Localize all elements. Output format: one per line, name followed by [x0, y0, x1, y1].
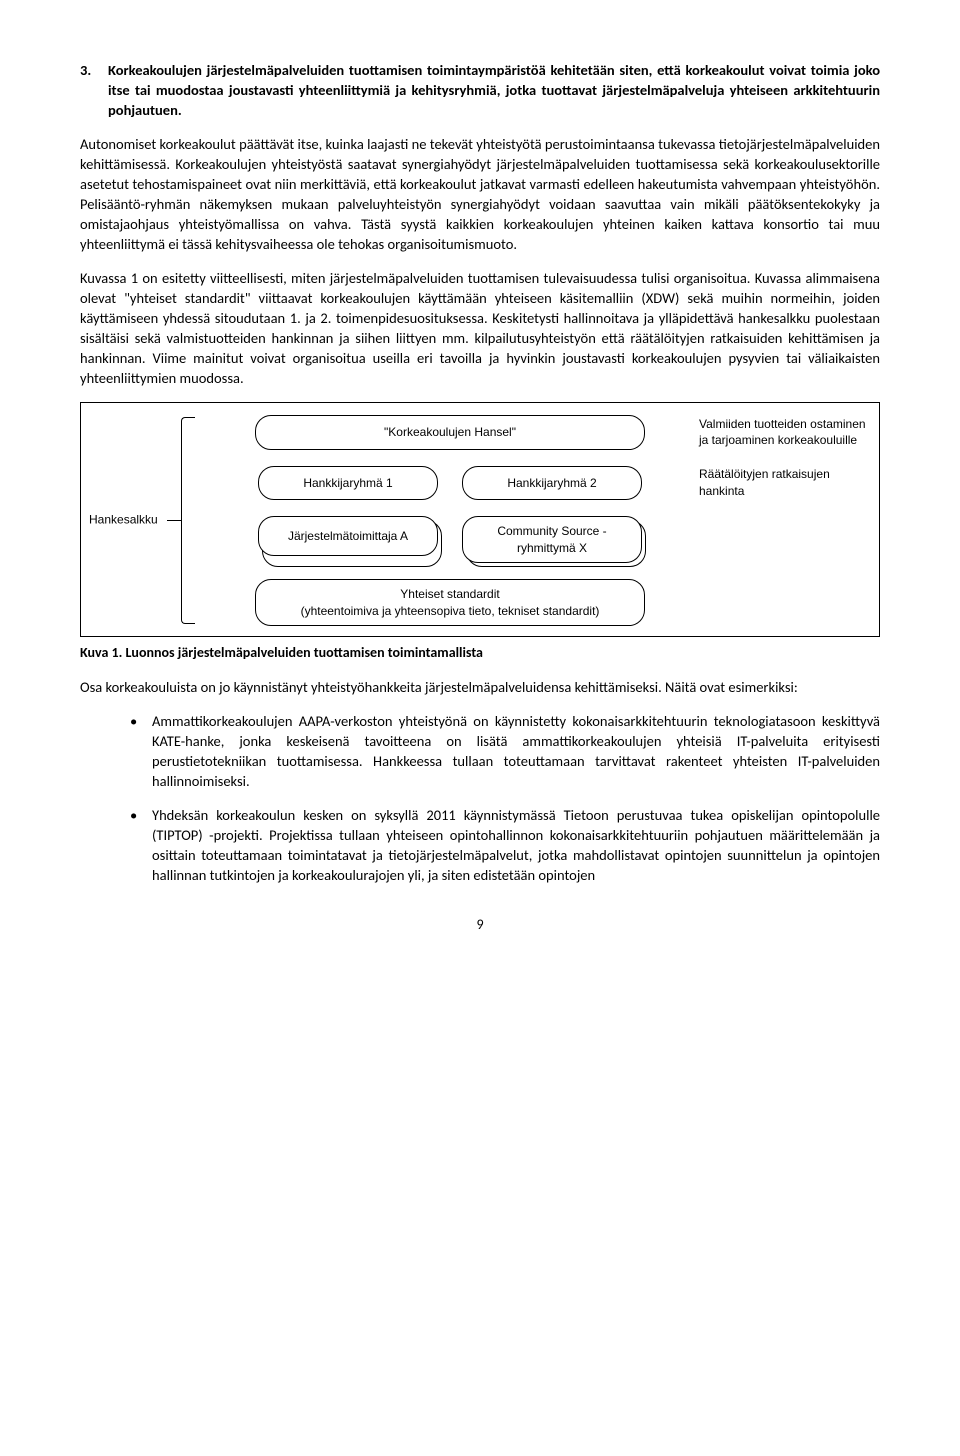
paragraph-2: Kuvassa 1 on esitetty viitteellisesti, m…: [80, 268, 880, 388]
bullet-item: • Ammattikorkeakoulujen AAPA-verkoston y…: [130, 711, 880, 791]
bullet-text-2: Yhdeksän korkeakoulun kesken on syksyllä…: [152, 805, 880, 885]
community-pill: Community Source -ryhmittymä X: [462, 516, 642, 563]
community-stack: Community Source -ryhmittymä X: [462, 516, 642, 563]
toimittaja-stack: Järjestelmätoimittaja A: [258, 516, 438, 563]
hankkijaryhma2-pill: Hankkijaryhmä 2: [462, 466, 642, 501]
bullet-dot: •: [130, 711, 152, 791]
numbered-item: 3. Korkeakoulujen järjestelmäpalveluiden…: [80, 60, 880, 120]
bullet-item: • Yhdeksän korkeakoulun kesken on syksyl…: [130, 805, 880, 885]
paragraph-3: Osa korkeakouluista on jo käynnistänyt y…: [80, 677, 880, 697]
page-number: 9: [80, 915, 880, 934]
bracket-tick: [167, 520, 181, 521]
diagram-row-3: Järjestelmätoimittaja A Community Source…: [91, 516, 869, 563]
standards-sub: (yhteentoimiva ja yhteensopiva tieto, te…: [270, 603, 630, 620]
row2-desc: Räätälöityjen ratkaisujen hankinta: [689, 466, 869, 499]
item-number: 3.: [80, 60, 108, 120]
standards-pill: Yhteiset standardit (yhteentoimiva ja yh…: [255, 579, 645, 626]
diagram-figure: Hankesalkku "Korkeakoulujen Hansel" Valm…: [80, 402, 880, 637]
diagram-row-4: Yhteiset standardit (yhteentoimiva ja yh…: [91, 579, 869, 626]
diagram-row-1: "Korkeakoulujen Hansel" Valmiiden tuotte…: [91, 415, 869, 450]
hansel-pill: "Korkeakoulujen Hansel": [255, 415, 645, 450]
bullet-dot: •: [130, 805, 152, 885]
bullet-text-1: Ammattikorkeakoulujen AAPA-verkoston yht…: [152, 711, 880, 791]
hankesalkku-label: Hankesalkku: [89, 511, 158, 528]
item-text: Korkeakoulujen järjestelmäpalveluiden tu…: [108, 60, 880, 120]
hankkijaryhma1-pill: Hankkijaryhmä 1: [258, 466, 438, 501]
diagram-row-2: Hankkijaryhmä 1 Hankkijaryhmä 2 Räätälöi…: [91, 466, 869, 501]
figure-caption: Kuva 1. Luonnos järjestelmäpalveluiden t…: [80, 643, 880, 662]
paragraph-1: Autonomiset korkeakoulut päättävät itse,…: [80, 134, 880, 254]
row1-desc: Valmiiden tuotteiden ostaminen ja tarjoa…: [689, 416, 869, 449]
toimittaja-pill: Järjestelmätoimittaja A: [258, 516, 438, 556]
standards-title: Yhteiset standardit: [270, 586, 630, 603]
bullet-list: • Ammattikorkeakoulujen AAPA-verkoston y…: [80, 711, 880, 885]
